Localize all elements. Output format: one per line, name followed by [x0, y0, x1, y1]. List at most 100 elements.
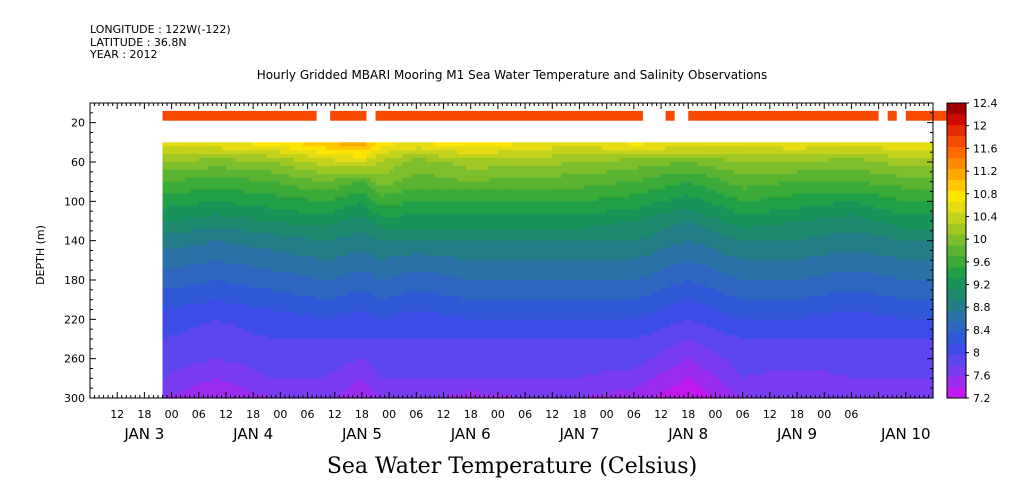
heat-cell [497, 323, 504, 328]
heat-cell [180, 370, 186, 375]
heat-cell [479, 287, 485, 293]
heat-cell [198, 181, 204, 187]
heat-cell [488, 217, 494, 222]
heat-cell [484, 240, 490, 246]
heat-cell [357, 311, 363, 316]
heat-cell [502, 213, 508, 218]
heat-cell [198, 307, 204, 313]
heat-cell [393, 370, 399, 375]
heat-cell [203, 386, 209, 391]
heat-cell [221, 291, 227, 297]
heat-cell [452, 378, 458, 383]
heat-cell [398, 370, 404, 375]
heat-cell [375, 311, 381, 316]
heat-cell [470, 185, 476, 191]
heat-cell [280, 240, 286, 246]
heat-cell [352, 335, 358, 340]
heat-cell [361, 362, 368, 368]
heat-cell [257, 201, 263, 206]
heat-cell [303, 319, 309, 324]
heat-cell [167, 260, 173, 265]
heat-cell [289, 228, 295, 234]
heat-cell [162, 374, 168, 379]
heat-cell [298, 299, 304, 305]
heat-cell [339, 162, 345, 167]
heat-cell [452, 142, 458, 147]
heat-cell [307, 221, 313, 226]
heat-cell [280, 244, 286, 250]
heat-cell [416, 232, 422, 238]
heat-cell [280, 201, 286, 206]
heat-cell [207, 311, 213, 316]
heat-cell [307, 272, 313, 277]
heat-cell [334, 158, 340, 163]
heat-cell [375, 244, 381, 250]
heat-cell [502, 169, 508, 175]
heat-cell [321, 335, 327, 340]
heat-cell [280, 291, 286, 297]
heat-cell [244, 370, 250, 375]
heat-cell [343, 228, 349, 234]
heat-cell [429, 228, 436, 234]
heat-cell [330, 154, 336, 159]
heat-cell [207, 346, 213, 352]
heat-cell [457, 213, 463, 218]
heat-cell [429, 142, 436, 147]
heat-cell [216, 370, 223, 375]
heat-cell [393, 193, 399, 198]
heat-cell [371, 224, 377, 230]
heat-cell [216, 252, 223, 257]
heat-cell [262, 173, 268, 179]
heat-cell [402, 142, 408, 147]
heat-cell [352, 342, 358, 348]
heat-cell [235, 358, 241, 364]
heat-cell [389, 142, 395, 147]
heat-cell [484, 236, 490, 242]
heat-cell [194, 165, 200, 171]
heat-cell [434, 339, 440, 344]
heat-cell [502, 158, 508, 163]
heat-cell [330, 311, 336, 316]
heat-cell [162, 264, 168, 269]
heat-cell [293, 342, 300, 348]
heat-cell [438, 319, 445, 324]
heat-cell [257, 177, 263, 183]
heat-cell [484, 378, 490, 383]
heat-cell [352, 232, 358, 238]
heat-cell [325, 142, 331, 147]
heat-cell [275, 283, 281, 289]
heat-cell [371, 315, 377, 320]
heat-cell [171, 181, 177, 187]
heat-cell [402, 374, 408, 379]
heat-cell [425, 346, 431, 352]
heat-cell [289, 295, 295, 301]
heat-cell [171, 299, 177, 305]
heat-cell [479, 366, 485, 372]
heat-cell [497, 181, 504, 187]
heat-cell [493, 370, 499, 375]
heat-cell [212, 346, 218, 352]
heat-cell [352, 248, 358, 254]
heat-cell [307, 165, 313, 171]
heat-cell [284, 374, 291, 379]
heat-cell [194, 303, 200, 309]
heat-cell [452, 221, 458, 226]
heat-cell [361, 244, 368, 250]
heat-cell [212, 358, 218, 364]
heat-cell [203, 162, 209, 167]
heat-cell [280, 346, 286, 352]
heat-cell [375, 232, 381, 238]
heat-cell [176, 158, 182, 163]
heat-cell [167, 346, 173, 352]
heat-cell [452, 323, 458, 328]
heat-cell [457, 221, 463, 226]
heat-cell [493, 390, 499, 395]
heat-cell [275, 177, 281, 183]
heat-cell [443, 287, 449, 293]
heat-cell [239, 319, 245, 324]
heat-cell [389, 327, 395, 332]
heat-cell [343, 295, 349, 301]
heat-cell [293, 362, 300, 368]
heat-cell [343, 189, 349, 195]
heat-cell [488, 323, 494, 328]
